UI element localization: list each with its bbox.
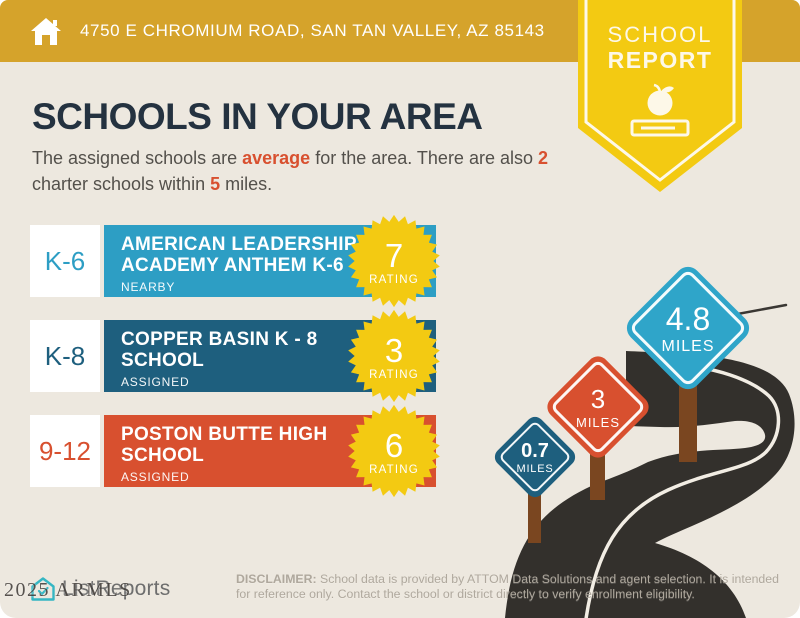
intro-radius: 5	[210, 173, 221, 194]
sign-distance: 4.8	[665, 300, 711, 337]
sign-unit: MILES	[516, 462, 554, 475]
rating-starburst: 6 RATING	[346, 403, 442, 499]
sign-distance: 3	[590, 384, 606, 414]
disclaimer-label: DISCLAIMER:	[236, 572, 317, 586]
intro-line2: charter schools within	[32, 173, 211, 194]
rating-value: 7	[384, 236, 404, 274]
school-name: COPPER BASIN K - 8 SCHOOL	[121, 329, 318, 372]
listreports-logo: ListReports	[30, 576, 170, 602]
badge-word-report: REPORT	[607, 47, 713, 74]
page-title: SCHOOLS IN YOUR AREA	[32, 96, 483, 137]
distance-sign-4-8-miles: 4.8 MILES	[621, 261, 755, 462]
school-name: POSTON BUTTE HIGH SCHOOL	[121, 424, 328, 467]
rating-value: 3	[384, 331, 404, 369]
sign-unit: MILES	[661, 337, 715, 355]
badge-word-school: SCHOOL	[607, 22, 713, 47]
intro-mid: for the area. There are also	[310, 148, 538, 168]
distance-sign-3-miles: 3 MILES	[542, 351, 654, 500]
intro-line2-post: miles.	[220, 173, 273, 194]
school-row-9-12: 9-12 POSTON BUTTE HIGH SCHOOL ASSIGNED 6…	[30, 404, 450, 498]
rating-label: RATING	[369, 273, 419, 286]
school-row-k6: K-6 AMERICAN LEADERSHIP ACADEMY ANTHEM K…	[30, 214, 450, 308]
rating-value: 6	[384, 426, 404, 464]
intro-quality: average	[242, 148, 311, 168]
badge-text: SCHOOL REPORT	[578, 22, 742, 74]
school-row-k8: K-8 COPPER BASIN K - 8 SCHOOL ASSIGNED 3…	[30, 309, 450, 403]
sign-distance: 0.7	[521, 439, 549, 462]
intro-text: The assigned schools are average for the…	[32, 146, 584, 197]
school-status: NEARBY	[121, 279, 176, 294]
intro-charter-count: 2	[537, 148, 548, 168]
logo-house-icon	[31, 577, 55, 601]
grade-label: 9-12	[30, 415, 100, 487]
school-report-badge: SCHOOL REPORT	[578, 0, 742, 196]
intro-pre: The assigned schools are	[32, 148, 243, 168]
house-icon	[31, 18, 61, 45]
property-address: 4750 E CHROMIUM ROAD, SAN TAN VALLEY, AZ…	[80, 21, 545, 40]
school-name: AMERICAN LEADERSHIP ACADEMY ANTHEM K-6	[121, 234, 357, 277]
rating-starburst: 3 RATING	[346, 308, 442, 404]
rating-starburst: 7 RATING	[346, 213, 442, 309]
distance-sign-0-7-miles: 0.7 MILES	[491, 413, 579, 543]
logo-text: ListReports	[62, 577, 171, 600]
grade-label: K-8	[30, 320, 100, 392]
disclaimer-text: DISCLAIMER: School data is provided by A…	[236, 572, 779, 601]
grade-label: K-6	[30, 225, 100, 297]
armls-watermark: 2025 ARMLS	[4, 579, 132, 601]
badge-ribbon-shape	[578, 0, 742, 192]
sign-unit: MILES	[575, 415, 620, 430]
rating-label: RATING	[369, 368, 419, 381]
apple-book-icon	[630, 83, 690, 137]
school-status: ASSIGNED	[121, 374, 190, 389]
school-status: ASSIGNED	[121, 469, 190, 484]
rating-label: RATING	[369, 463, 419, 476]
